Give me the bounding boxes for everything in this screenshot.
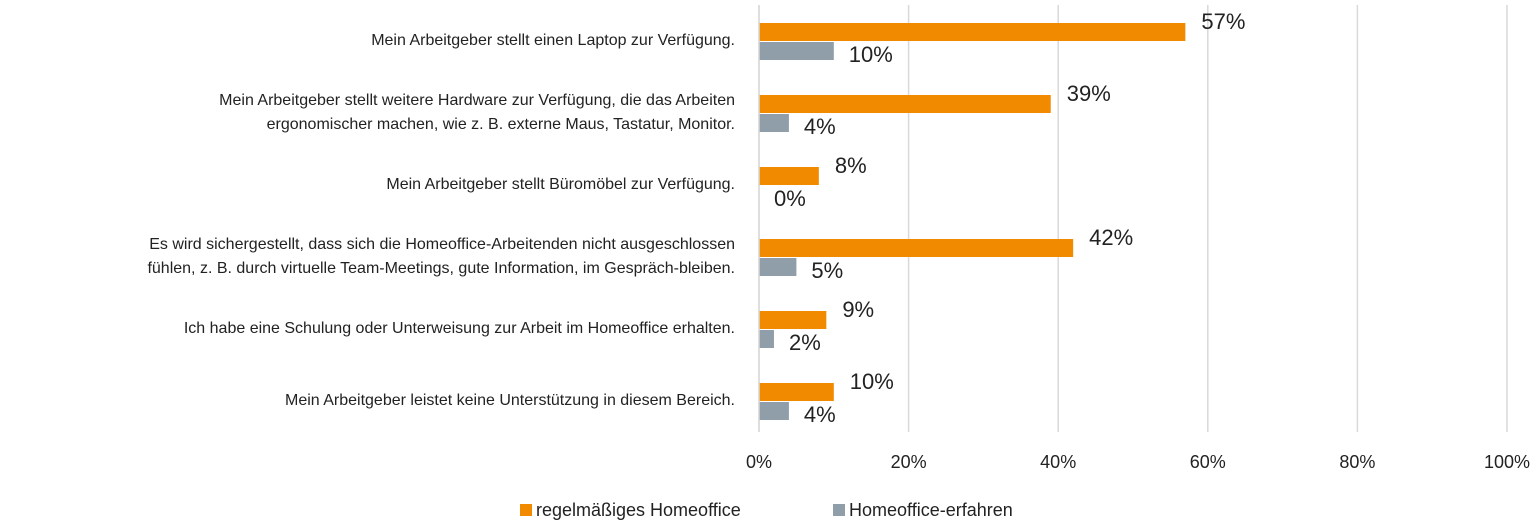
category-label: Mein Arbeitgeber stellt weitere Hardware… (219, 92, 735, 133)
bar (759, 383, 834, 401)
legend-label: Homeoffice-erfahren (849, 500, 1013, 520)
value-label: 10% (850, 369, 894, 394)
value-label: 5% (811, 258, 843, 283)
bar (759, 239, 1074, 257)
bar (759, 42, 834, 60)
x-tick-label: 60% (1190, 452, 1226, 472)
value-label: 8% (835, 153, 867, 178)
category-label: Mein Arbeitgeber stellt einen Laptop zur… (371, 32, 735, 49)
value-label: 2% (789, 330, 821, 355)
x-tick-label: 40% (1040, 452, 1076, 472)
bar (759, 258, 797, 276)
legend-swatch (520, 504, 532, 516)
value-label: 4% (804, 114, 836, 139)
bar (759, 23, 1186, 41)
value-label: 42% (1089, 225, 1133, 250)
x-tick-label: 80% (1339, 452, 1375, 472)
legend-swatch (833, 504, 845, 516)
bar (759, 311, 827, 329)
value-label: 4% (804, 402, 836, 427)
bar (759, 330, 774, 348)
bar (759, 114, 789, 132)
value-label: 10% (849, 42, 893, 67)
legend-label: regelmäßiges Homeoffice (536, 500, 741, 520)
value-label: 39% (1067, 81, 1111, 106)
category-label: Mein Arbeitgeber leistet keine Unterstüt… (284, 392, 735, 409)
bar (759, 167, 819, 185)
x-tick-label: 20% (891, 452, 927, 472)
bar (759, 95, 1051, 113)
category-label: Es wird sichergestellt, dass sich die Ho… (147, 236, 735, 277)
category-label: Mein Arbeitgeber stellt Büromöbel zur Ve… (386, 176, 735, 193)
bar (759, 402, 789, 420)
value-label: 9% (842, 297, 874, 322)
x-tick-label: 0% (746, 452, 772, 472)
value-label: 0% (774, 186, 806, 211)
value-label: 57% (1201, 9, 1245, 34)
category-label: Ich habe eine Schulung oder Unterweisung… (183, 320, 735, 337)
x-tick-label: 100% (1484, 452, 1530, 472)
